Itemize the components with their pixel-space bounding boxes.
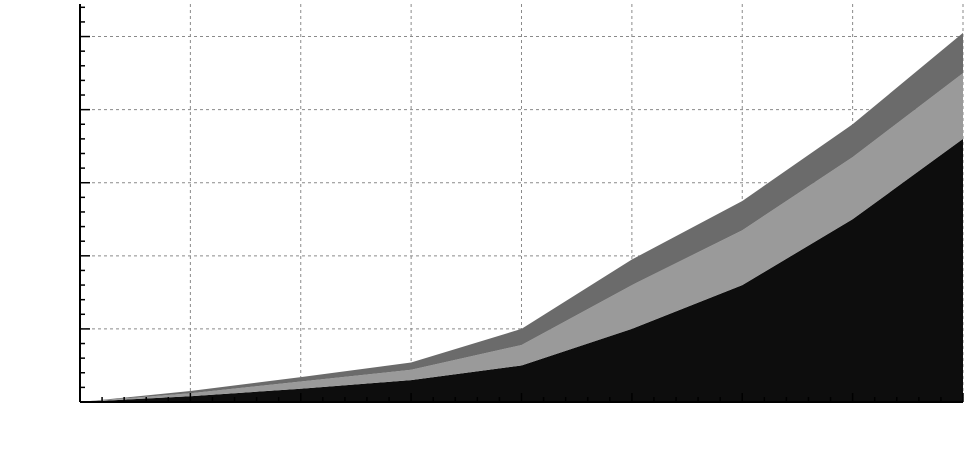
axis-layer	[79, 4, 964, 403]
area-series-2	[80, 73, 963, 402]
area-series-1	[80, 138, 963, 402]
area-layer	[80, 32, 963, 403]
